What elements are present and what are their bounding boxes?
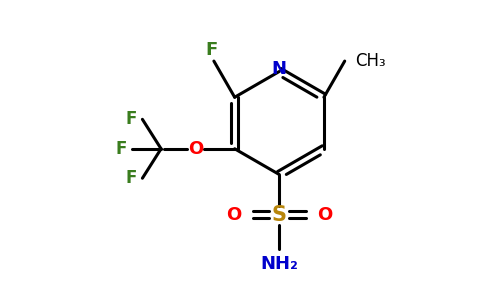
Text: F: F xyxy=(205,41,218,59)
Text: S: S xyxy=(272,205,287,225)
Text: N: N xyxy=(272,60,287,78)
Text: F: F xyxy=(115,140,126,158)
Text: F: F xyxy=(126,169,137,187)
Text: O: O xyxy=(188,140,203,158)
Text: F: F xyxy=(126,110,137,128)
Text: CH₃: CH₃ xyxy=(355,52,386,70)
Text: NH₂: NH₂ xyxy=(260,255,298,273)
Text: O: O xyxy=(317,206,332,224)
Text: O: O xyxy=(227,206,242,224)
